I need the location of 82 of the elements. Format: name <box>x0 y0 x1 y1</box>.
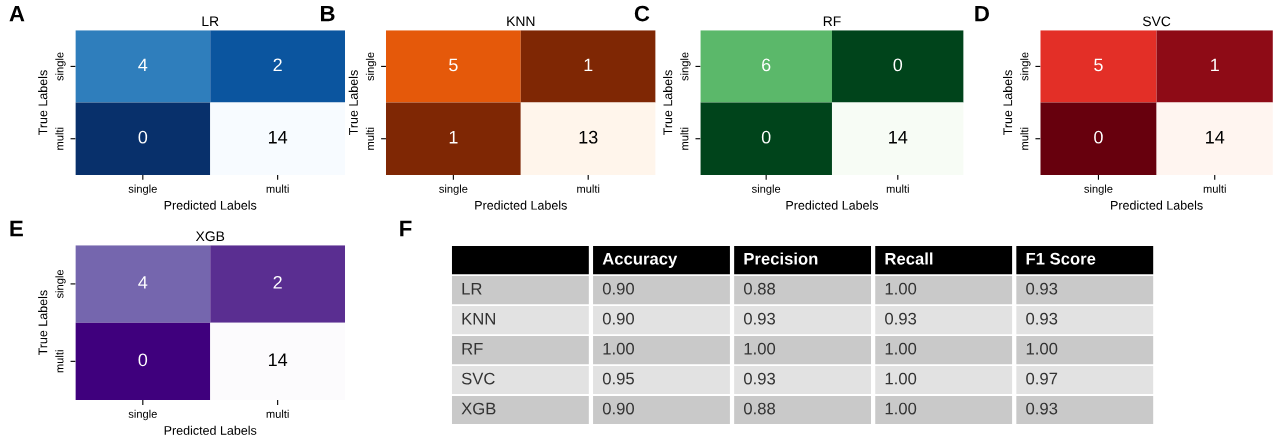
x-tick-label: single <box>1084 184 1113 195</box>
text: 1.00 <box>885 342 917 355</box>
x-tick-label: multi <box>577 184 600 193</box>
x-axis-title: Predicted Labels <box>164 425 257 435</box>
category-label: LR <box>462 282 482 295</box>
x-tick-label: single <box>128 184 157 195</box>
data-label: 14 <box>268 130 288 144</box>
data-label: 1 <box>449 130 458 144</box>
data-label: 5 <box>449 58 458 72</box>
text: A <box>9 5 25 22</box>
data-label: 0 <box>1094 130 1103 144</box>
data-label: 0 <box>138 353 148 367</box>
text: 0.93 <box>743 312 776 325</box>
x-tick-label: single <box>751 184 781 195</box>
text: 0.88 <box>743 402 776 415</box>
text: 1.00 <box>744 342 776 355</box>
x-tick-label: multi <box>266 184 289 193</box>
y-axis-title: True Labels <box>38 70 48 136</box>
y-axis-title: True Labels <box>663 70 673 136</box>
data-label: 14 <box>1206 130 1225 144</box>
y-tick-label: multi <box>55 350 64 373</box>
text: F <box>400 220 412 237</box>
data-label: 0 <box>893 58 903 72</box>
data-label: 4 <box>138 276 148 289</box>
text: 0.93 <box>1026 282 1058 295</box>
text: 1.00 <box>885 372 917 385</box>
category-label: F1 Score <box>1026 252 1096 265</box>
data-label: 0 <box>138 130 148 144</box>
x-axis-title: Predicted Labels <box>1111 200 1203 210</box>
y-axis-title: True Labels <box>348 70 358 136</box>
data-label: 1 <box>584 58 593 72</box>
text: 0.97 <box>1026 372 1058 385</box>
category-label: RF <box>462 342 483 355</box>
data-label: 0 <box>761 130 771 144</box>
text: 1.00 <box>603 342 635 355</box>
x-tick-label: multi <box>886 184 909 193</box>
text: E <box>10 220 23 237</box>
x-axis-title: Predicted Labels <box>164 200 257 210</box>
data-label: 6 <box>762 58 771 72</box>
category-label: XGB <box>461 402 496 415</box>
data-label: 14 <box>268 353 288 367</box>
y-axis-title: True Labels <box>1003 70 1013 136</box>
x-axis-title: Predicted Labels <box>786 200 879 210</box>
data-label: 4 <box>138 58 148 72</box>
data-label: 13 <box>579 130 598 144</box>
text: 1.00 <box>885 282 917 295</box>
data-label: 2 <box>273 58 282 72</box>
text: 0.93 <box>1026 402 1058 415</box>
y-tick-label: single <box>55 269 66 299</box>
data-label: 5 <box>1094 58 1103 72</box>
category-label: Precision <box>744 252 818 265</box>
data-label: 1 <box>1211 58 1219 72</box>
x-tick-label: multi <box>1203 184 1226 193</box>
text: 0.90 <box>602 402 635 415</box>
category-label: KNN <box>462 312 495 325</box>
x-tick-label: single <box>439 184 468 195</box>
text: 1.00 <box>1026 342 1058 355</box>
y-tick-label: multi <box>55 127 64 150</box>
category-label: Recall <box>885 252 933 265</box>
text: 0.95 <box>602 372 634 385</box>
text: 0.90 <box>602 312 635 325</box>
text: C <box>634 5 650 22</box>
chart-title: KNN <box>507 16 535 27</box>
text: D <box>975 5 989 22</box>
chart-title: RF <box>823 16 841 27</box>
text: 0.90 <box>602 282 635 295</box>
text: 0.93 <box>885 312 917 325</box>
x-axis-title: Predicted Labels <box>475 200 567 210</box>
category-label: Accuracy <box>602 253 678 268</box>
y-tick-label: single <box>55 52 66 81</box>
chart-title: XGB <box>195 231 225 242</box>
chart-title: SVC <box>1142 16 1171 27</box>
chart-title: LR <box>202 16 219 27</box>
data-label: 2 <box>273 275 282 289</box>
data-label: 14 <box>889 130 908 144</box>
text: B <box>320 5 335 22</box>
text: 0.88 <box>743 282 776 295</box>
text: 0.93 <box>743 372 776 385</box>
category-label: SVC <box>461 372 495 385</box>
text: 1.00 <box>885 402 917 415</box>
y-axis-title: True Labels <box>38 290 48 356</box>
text: 0.93 <box>1026 312 1058 325</box>
